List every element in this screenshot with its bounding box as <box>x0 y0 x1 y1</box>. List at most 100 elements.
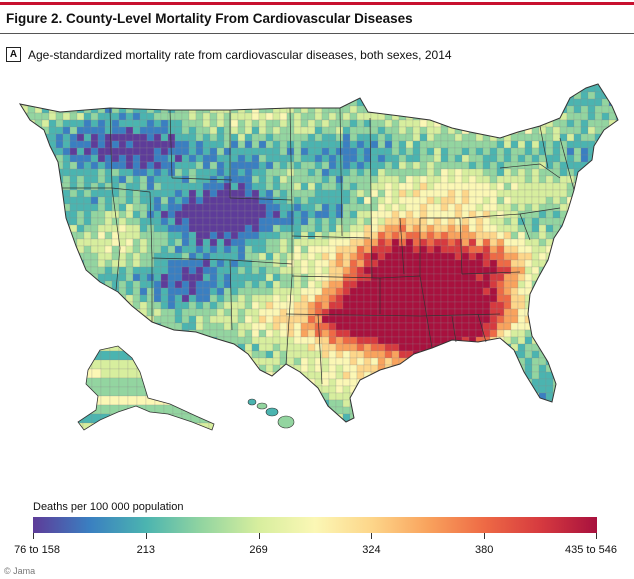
county-cell <box>181 231 190 240</box>
county-cell <box>258 371 267 380</box>
county-cell <box>433 238 442 247</box>
county-cell <box>97 168 106 177</box>
county-cell <box>139 84 148 93</box>
county-cell <box>559 98 568 107</box>
county-cell <box>272 231 281 240</box>
county-cell <box>314 105 323 114</box>
county-cell <box>496 196 505 205</box>
county-cell <box>566 238 575 247</box>
county-cell <box>202 98 211 107</box>
county-cell <box>489 364 498 373</box>
county-cell <box>83 84 92 86</box>
county-cell <box>69 84 78 93</box>
county-cell <box>34 238 43 247</box>
county-cell <box>608 273 617 282</box>
county-cell <box>111 112 120 121</box>
county-cell <box>370 399 379 408</box>
county-cell <box>20 182 22 191</box>
county-cell <box>377 84 386 86</box>
county-cell <box>307 224 316 233</box>
county-cell <box>174 168 183 177</box>
county-cell <box>405 217 414 226</box>
county-cell <box>391 210 400 219</box>
county-cell <box>20 126 29 135</box>
county-cell <box>363 329 372 338</box>
county-cell <box>559 259 568 268</box>
county-cell <box>356 406 365 415</box>
county-cell <box>356 364 365 373</box>
county-cell <box>279 273 288 282</box>
county-cell <box>559 91 568 100</box>
county-cell <box>272 392 281 401</box>
county-cell <box>272 336 281 345</box>
county-cell <box>363 378 372 387</box>
county-cell <box>566 371 575 380</box>
county-cell <box>552 336 561 345</box>
county-cell <box>216 133 225 142</box>
county-cell <box>496 378 505 387</box>
county-cell <box>566 245 575 254</box>
county-cell <box>433 413 442 422</box>
county-cell <box>517 343 526 352</box>
county-cell <box>601 259 610 268</box>
county-cell <box>118 420 127 422</box>
county-cell <box>454 133 463 142</box>
county-cell <box>91 377 102 388</box>
county-cell <box>181 112 190 121</box>
county-cell <box>34 371 43 380</box>
county-cell <box>174 203 183 212</box>
county-cell <box>538 140 547 149</box>
county-cell <box>384 196 393 205</box>
county-cell <box>594 238 603 247</box>
county-cell <box>426 266 435 275</box>
county-cell <box>153 315 162 324</box>
county-cell <box>356 175 365 184</box>
county-cell <box>237 175 246 184</box>
county-cell <box>62 406 71 415</box>
county-cell <box>258 315 267 324</box>
county-cell <box>125 259 134 268</box>
county-cell <box>216 203 225 212</box>
county-cell <box>503 196 512 205</box>
county-cell <box>286 98 295 107</box>
county-cell <box>482 154 491 163</box>
county-cell <box>69 105 78 114</box>
county-cell <box>517 245 526 254</box>
county-cell <box>623 211 630 218</box>
county-cell <box>145 346 156 352</box>
county-cell <box>356 126 365 135</box>
county-cell <box>293 371 302 380</box>
county-cell <box>545 406 554 415</box>
county-cell <box>244 175 253 184</box>
county-cell <box>272 287 281 296</box>
county-cell <box>426 189 435 198</box>
county-cell <box>377 322 386 331</box>
county-cell <box>237 406 246 415</box>
county-cell <box>384 105 393 114</box>
county-cell <box>209 98 218 107</box>
county-cell <box>27 98 36 107</box>
county-cell <box>370 105 379 114</box>
county-cell <box>307 175 316 184</box>
county-cell <box>440 238 449 247</box>
county-cell <box>433 140 442 149</box>
county-cell <box>104 91 113 100</box>
county-cell <box>447 84 456 93</box>
county-cell <box>83 119 92 128</box>
county-cell <box>125 252 134 261</box>
county-cell <box>300 224 309 233</box>
county-cell <box>20 308 22 317</box>
county-cell <box>20 287 29 296</box>
county-cell <box>265 168 274 177</box>
county-cell <box>167 273 176 282</box>
county-cell <box>461 406 470 415</box>
county-cell <box>41 329 50 338</box>
county-cell <box>125 175 134 184</box>
county-cell <box>503 392 512 401</box>
us-outline <box>18 83 619 423</box>
county-cell <box>55 196 64 205</box>
county-cell <box>594 364 603 373</box>
county-cell <box>181 182 190 191</box>
county-cell <box>20 301 29 310</box>
county-cell <box>496 175 505 184</box>
